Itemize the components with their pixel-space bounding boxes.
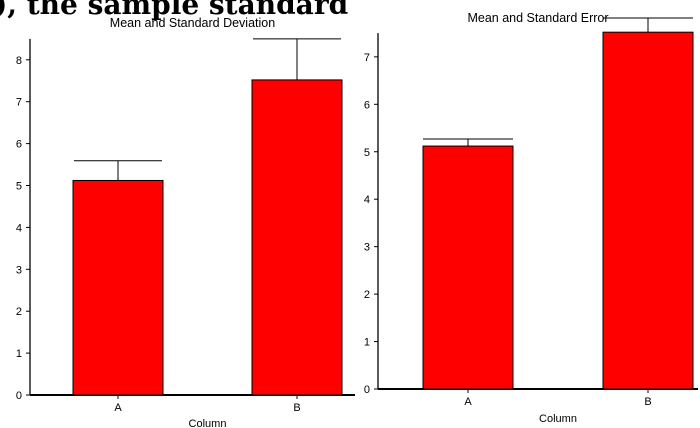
x-axis-label: Column: [189, 418, 227, 428]
x-tick-label: B: [293, 402, 300, 414]
chart-mean-se: Mean and Standard Error 0 1 2 3 4 5 6 7 A B Column: [364, 11, 698, 425]
bar-b: [251, 79, 343, 396]
y-tick-label: 3: [364, 242, 370, 254]
y-tick-label: 1: [364, 337, 370, 349]
y-tick-label: 1: [16, 348, 22, 360]
x-tick-label: A: [114, 402, 122, 414]
y-tick-label: 2: [364, 289, 370, 301]
y-tick-label: 6: [364, 99, 370, 111]
x-tick-label: B: [644, 396, 651, 408]
y-tick-label: 8: [16, 55, 22, 67]
cropped-heading-text: ), the sample standard: [0, 0, 349, 21]
y-tick-label: 2: [16, 306, 22, 318]
y-tick-label: 3: [16, 264, 22, 276]
y-tick-label: 0: [16, 390, 22, 402]
bar-a: [72, 179, 164, 396]
chart-title: Mean and Standard Deviation: [110, 16, 275, 30]
y-tick-label: 7: [16, 97, 22, 109]
y-tick-label: 4: [16, 222, 22, 234]
x-axis-label: Column: [539, 413, 577, 425]
y-tick-label: 5: [364, 147, 370, 159]
y-tick-label: 6: [16, 139, 22, 151]
y-tick-label: 7: [364, 52, 370, 64]
y-tick-label: 4: [364, 194, 370, 206]
bar-b: [602, 31, 694, 390]
y-tick-label: 0: [364, 384, 370, 396]
chart-mean-sd: Mean and Standard Deviation 0 1 2 3 4 5 6 7 8 A B Co…: [16, 16, 355, 428]
x-tick-label: A: [464, 396, 472, 408]
bar-a: [422, 145, 514, 390]
chart-title: Mean and Standard Error: [467, 11, 608, 25]
y-tick-label: 5: [16, 181, 22, 193]
